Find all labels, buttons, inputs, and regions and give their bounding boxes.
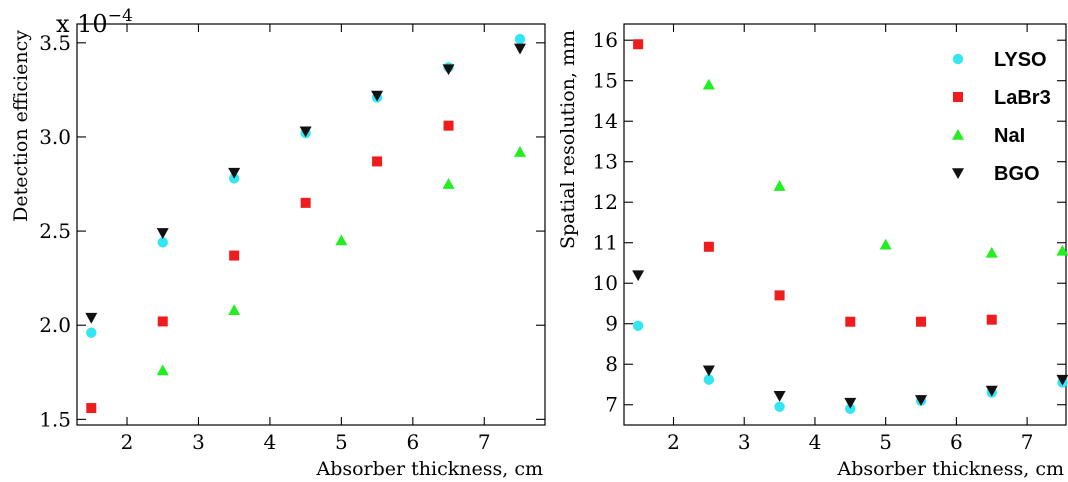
data-point-bgo (702, 365, 715, 377)
y-tick-label: 2.5 (39, 219, 71, 243)
data-point-bgo (915, 395, 928, 406)
x-tick-label: 2 (121, 430, 134, 454)
y-tick-label: 2.0 (39, 313, 71, 337)
data-point-labr3 (300, 197, 311, 208)
y-tick-label: 13 (593, 150, 618, 174)
chart-panel-2: 2 3 4 5 6 7 7 8 9 10 11 12 13 14 15 16 Absorber thicknes… (557, 23, 1068, 480)
series-bgo (632, 270, 1068, 409)
x-tick-label: 5 (879, 430, 892, 454)
data-point-labr3 (157, 316, 168, 327)
x-tick-label: 5 (335, 430, 348, 454)
chart-panel-1: 2 3 4 5 6 7 1.5 2.0 2.5 3.0 3.5 Absorber thickness,… (10, 6, 546, 480)
y-axis-label: Detection efficiency (10, 30, 32, 222)
y-tick-label: 11 (593, 231, 618, 255)
y-tick-label: 15 (593, 69, 618, 93)
data-point-labr3 (916, 316, 927, 327)
data-point-bgo (371, 90, 384, 102)
data-point-lyso (845, 403, 856, 414)
data-point-nai (335, 234, 348, 246)
series-labr3 (86, 120, 454, 414)
x-tick-label: 7 (1021, 430, 1034, 454)
data-point-labr3 (703, 241, 714, 252)
data-point-labr3 (443, 120, 454, 131)
data-point-nai (228, 304, 241, 315)
y-multiplier: x 10−4 (56, 6, 133, 38)
y-tick-label: 10 (593, 271, 618, 295)
x-axis-label: Absorber thickness, cm (836, 458, 1064, 480)
data-point-labr3 (633, 39, 644, 50)
series-lyso (86, 33, 526, 338)
data-point-labr3 (845, 316, 856, 327)
data-point-bgo (844, 397, 857, 409)
x-tick-label: 7 (478, 430, 491, 454)
data-point-lyso (157, 237, 168, 248)
data-point-labr3 (986, 314, 997, 325)
series-nai (156, 146, 526, 376)
data-point-bgo (632, 270, 645, 282)
data-point-nai (985, 246, 998, 258)
series-bgo (85, 43, 526, 324)
data-point-labr3 (229, 250, 240, 261)
data-point-nai (442, 178, 455, 189)
data-point-bgo (299, 126, 312, 138)
x-tick-label: 3 (192, 430, 205, 454)
y-tick-label: 7 (605, 393, 618, 417)
data-point-nai (156, 364, 169, 376)
legend-label-labr3: LaBr3 (994, 87, 1051, 109)
y-multiplier-base: x 10 (56, 10, 108, 38)
legend-marker-labr3 (953, 92, 963, 102)
series-nai (702, 78, 1068, 258)
data-point-nai (702, 78, 715, 90)
legend-marker-nai (952, 129, 964, 140)
x-axis-label: Absorber thickness, cm (315, 458, 543, 480)
series-labr3 (633, 39, 997, 327)
data-point-nai (773, 180, 786, 191)
data-point-bgo (1056, 374, 1068, 386)
data-point-bgo (85, 312, 98, 324)
legend-label-lyso: LYSO (994, 49, 1047, 71)
data-point-bgo (442, 64, 455, 76)
y-tick-label: 1.5 (39, 407, 71, 431)
y-tick-label: 16 (593, 28, 618, 52)
data-point-nai (879, 238, 892, 250)
data-point-lyso (774, 401, 785, 412)
y-tick-label: 3.5 (39, 31, 71, 55)
y-tick-label: 9 (605, 312, 618, 336)
data-point-bgo (773, 391, 786, 402)
data-point-lyso (632, 320, 644, 331)
data-point-lyso (703, 374, 715, 385)
data-point-bgo (228, 167, 241, 179)
y-tick-label: 12 (593, 190, 618, 214)
data-point-bgo (985, 385, 998, 397)
legend: LYSO LaBr3 NaI BGO (952, 49, 1051, 185)
y-tick-label: 3.0 (39, 125, 71, 149)
plot-frame (76, 23, 546, 426)
legend-marker-bgo (952, 168, 964, 179)
x-tick-label: 6 (406, 430, 419, 454)
data-point-lyso (86, 327, 97, 338)
y-axis-label: Spatial resolution, mm (557, 30, 579, 249)
data-point-nai (513, 146, 526, 157)
x-tick-label: 2 (667, 430, 680, 454)
x-tick-label: 3 (738, 430, 751, 454)
data-point-labr3 (774, 290, 785, 301)
legend-label-nai: NaI (994, 125, 1025, 147)
y-tick-label: 8 (605, 352, 618, 376)
x-tick-label: 4 (809, 430, 822, 454)
data-point-lyso (514, 33, 526, 45)
data-point-bgo (513, 43, 526, 55)
data-point-nai (1056, 244, 1068, 256)
y-multiplier-exponent: −4 (108, 6, 133, 26)
data-point-bgo (156, 228, 169, 239)
legend-label-bgo: BGO (994, 163, 1040, 185)
y-tick-label: 14 (593, 109, 618, 133)
x-tick-label: 6 (950, 430, 963, 454)
legend-marker-lyso (952, 53, 964, 65)
plot-frame (623, 23, 1067, 426)
data-point-labr3 (372, 156, 383, 167)
x-tick-label: 4 (264, 430, 277, 454)
data-point-labr3 (86, 403, 97, 414)
